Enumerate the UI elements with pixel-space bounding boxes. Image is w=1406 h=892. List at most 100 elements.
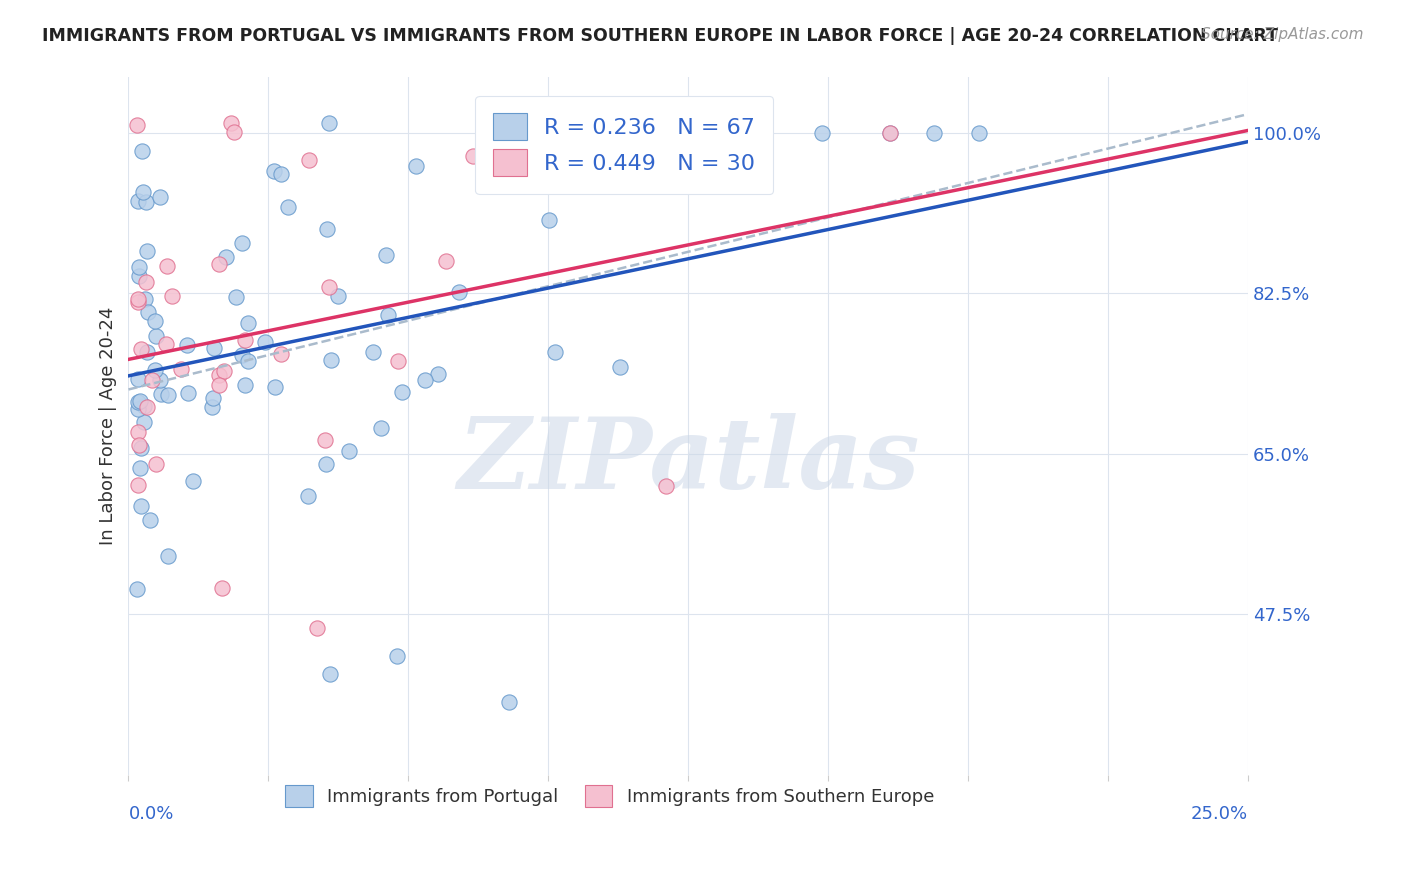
Point bbox=[319, 353, 342, 368]
Point bbox=[405, 159, 427, 173]
Point bbox=[157, 388, 180, 402]
Point bbox=[233, 333, 256, 347]
Point bbox=[208, 368, 231, 383]
Point bbox=[527, 116, 550, 130]
Point bbox=[318, 279, 340, 293]
Point bbox=[377, 308, 399, 322]
Point bbox=[253, 334, 276, 349]
Point bbox=[316, 222, 339, 236]
Point bbox=[231, 235, 253, 250]
Point bbox=[297, 489, 319, 503]
Point bbox=[134, 415, 156, 429]
Point bbox=[127, 194, 149, 209]
Point bbox=[298, 153, 321, 167]
Point bbox=[127, 425, 149, 439]
Point bbox=[145, 314, 167, 328]
Point bbox=[609, 359, 631, 374]
Legend: Immigrants from Portugal, Immigrants from Southern Europe: Immigrants from Portugal, Immigrants fro… bbox=[278, 778, 942, 814]
Point bbox=[129, 500, 152, 514]
Point bbox=[219, 116, 242, 130]
Point bbox=[160, 289, 183, 303]
Point bbox=[208, 378, 231, 392]
Y-axis label: In Labor Force | Age 20-24: In Labor Force | Age 20-24 bbox=[100, 307, 117, 545]
Point bbox=[263, 163, 285, 178]
Point bbox=[270, 346, 292, 360]
Point bbox=[374, 248, 396, 262]
Point bbox=[183, 474, 205, 488]
Point bbox=[387, 354, 409, 368]
Point bbox=[207, 257, 229, 271]
Point bbox=[128, 268, 150, 283]
Point bbox=[370, 421, 392, 435]
Point bbox=[879, 126, 901, 140]
Text: Source: ZipAtlas.com: Source: ZipAtlas.com bbox=[1201, 27, 1364, 42]
Point bbox=[141, 374, 163, 388]
Point bbox=[132, 400, 155, 414]
Point bbox=[879, 126, 901, 140]
Point bbox=[127, 118, 149, 132]
Point bbox=[156, 549, 179, 564]
Point bbox=[233, 378, 256, 392]
Text: ZIPatlas: ZIPatlas bbox=[457, 413, 920, 509]
Point bbox=[136, 344, 159, 359]
Point bbox=[131, 343, 153, 357]
Point bbox=[337, 444, 360, 458]
Text: 25.0%: 25.0% bbox=[1191, 805, 1249, 823]
Point bbox=[231, 348, 253, 362]
Point bbox=[135, 244, 157, 259]
Point bbox=[136, 400, 159, 414]
Point bbox=[201, 391, 224, 405]
Point bbox=[305, 621, 328, 635]
Point bbox=[270, 167, 292, 181]
Point bbox=[202, 341, 225, 355]
Point bbox=[127, 372, 149, 386]
Point bbox=[225, 290, 247, 304]
Point bbox=[315, 457, 337, 471]
Point bbox=[537, 213, 560, 227]
Point bbox=[150, 387, 173, 401]
Point bbox=[498, 694, 520, 708]
Point bbox=[361, 345, 384, 359]
Point bbox=[212, 364, 235, 378]
Point bbox=[156, 259, 179, 273]
Point bbox=[131, 145, 153, 159]
Point bbox=[132, 185, 155, 199]
Point bbox=[148, 373, 170, 387]
Point bbox=[128, 460, 150, 475]
Point bbox=[277, 200, 299, 214]
Point bbox=[426, 367, 449, 381]
Point bbox=[127, 582, 149, 597]
Point bbox=[264, 380, 287, 394]
Point bbox=[544, 344, 567, 359]
Point bbox=[211, 581, 233, 595]
Point bbox=[236, 354, 259, 368]
Point bbox=[215, 250, 238, 264]
Point bbox=[319, 667, 342, 681]
Point bbox=[127, 295, 149, 310]
Point bbox=[143, 363, 166, 377]
Point bbox=[139, 513, 162, 527]
Point bbox=[128, 293, 150, 307]
Point bbox=[128, 260, 150, 274]
Point bbox=[155, 337, 177, 351]
Point bbox=[224, 125, 246, 139]
Point bbox=[129, 441, 152, 455]
Point bbox=[434, 253, 457, 268]
Text: 0.0%: 0.0% bbox=[128, 805, 174, 823]
Point bbox=[145, 457, 167, 471]
Point bbox=[128, 438, 150, 452]
Point bbox=[128, 394, 150, 409]
Point bbox=[134, 293, 156, 307]
Point bbox=[391, 384, 413, 399]
Point bbox=[127, 395, 149, 409]
Point bbox=[176, 338, 198, 352]
Point bbox=[447, 285, 470, 300]
Point bbox=[413, 373, 436, 387]
Point bbox=[655, 479, 678, 493]
Point bbox=[177, 386, 200, 401]
Point bbox=[314, 434, 336, 448]
Point bbox=[236, 316, 259, 330]
Point bbox=[811, 126, 834, 140]
Point bbox=[721, 126, 744, 140]
Point bbox=[318, 116, 340, 130]
